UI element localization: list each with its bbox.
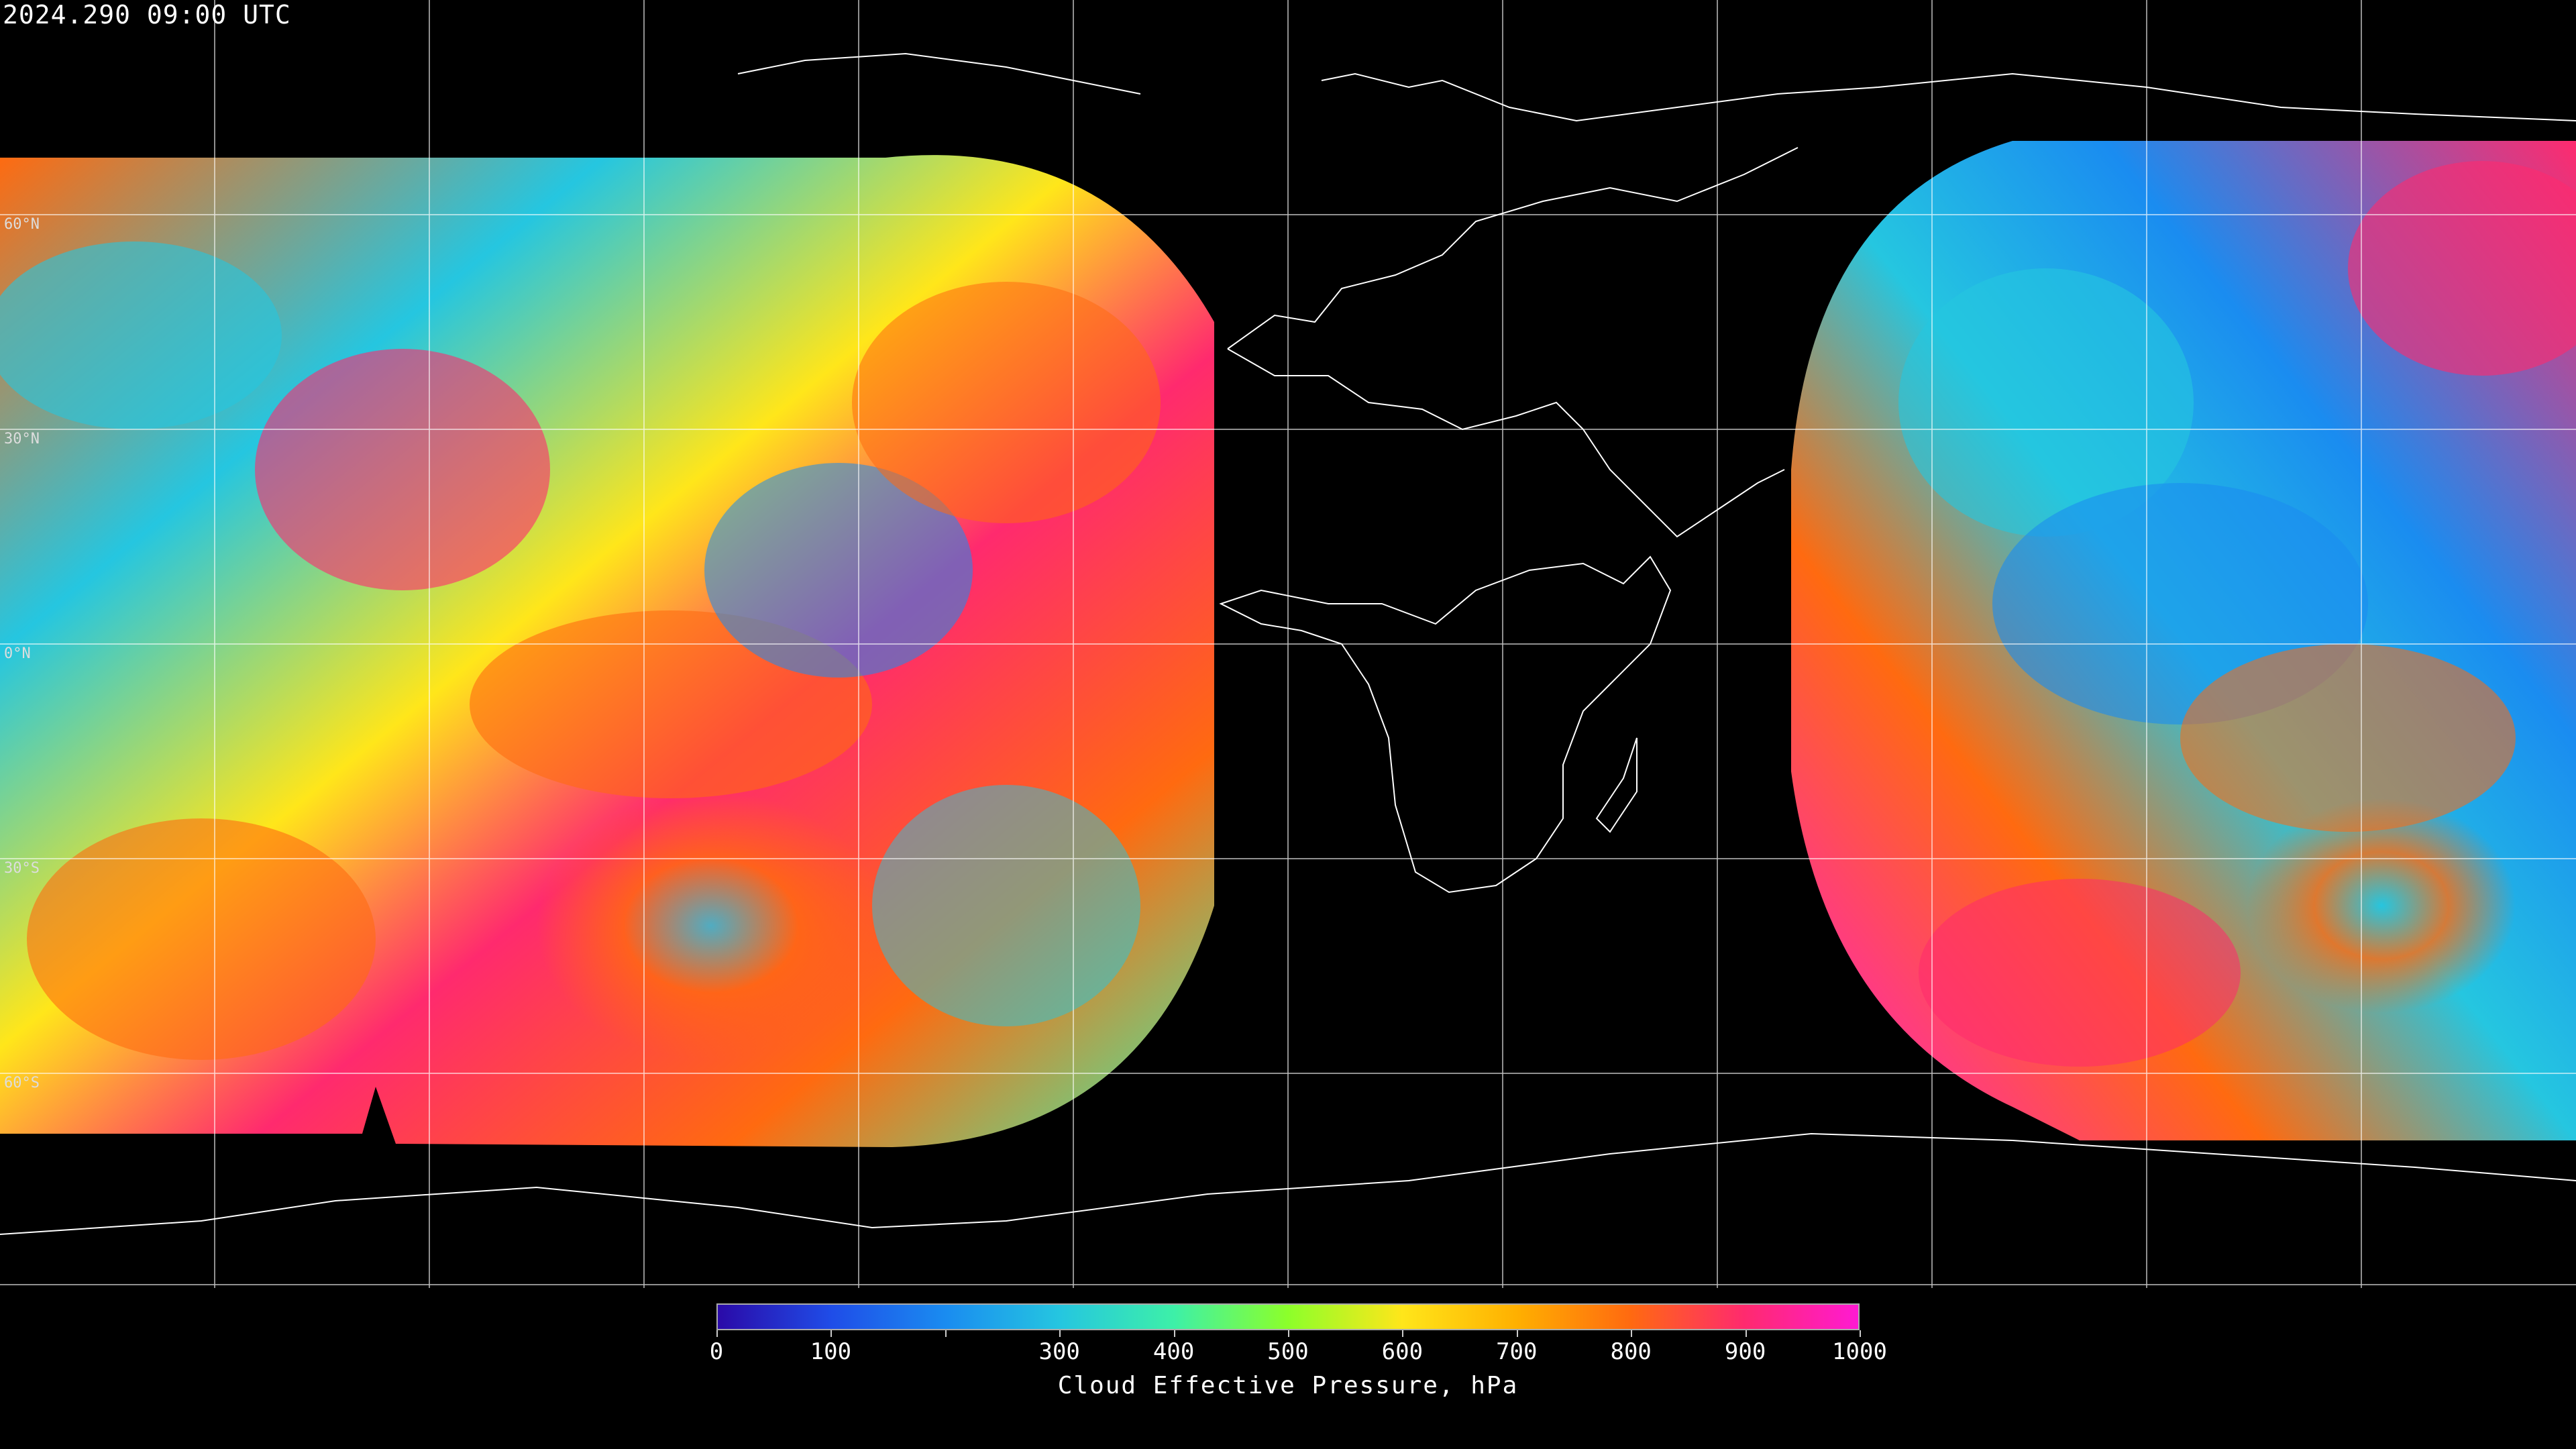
colorbar-tick-label: 100	[810, 1338, 852, 1365]
lat-label-30n: 30°N	[4, 431, 40, 447]
graticule	[0, 0, 2576, 1288]
world-map	[0, 0, 2576, 1288]
colorbar-tick-label: 900	[1724, 1338, 1766, 1365]
lat-label-60s: 60°S	[4, 1075, 40, 1091]
colorbar-tick-mark	[1173, 1330, 1175, 1337]
colorbar-tick-mark	[1059, 1330, 1061, 1337]
colorbar-tick-label: 400	[1152, 1338, 1195, 1365]
lat-label-0n: 0°N	[4, 645, 31, 662]
east-disk	[1791, 141, 2576, 1140]
colorbar-ticks: 0 100 300 400 500 600 700 800 900 1000	[710, 1330, 1887, 1368]
colorbar-tick-mark	[830, 1330, 833, 1337]
lat-label-60n: 60°N	[4, 216, 40, 233]
colorbar-tick-label: 700	[1496, 1338, 1538, 1365]
colorbar-tick-mark	[1631, 1330, 1633, 1337]
west-disk	[0, 155, 1214, 1148]
colorbar-tick-label: 0	[709, 1338, 724, 1365]
colorbar-tick-mark	[945, 1330, 947, 1337]
colorbar-tick-mark	[716, 1330, 718, 1337]
coastlines	[0, 52, 2576, 1235]
colorbar-tick-label: 1000	[1832, 1338, 1887, 1365]
timestamp-label: 2024.290 09:00 UTC	[3, 0, 291, 30]
colorbar-tick-label: 500	[1267, 1338, 1309, 1365]
colorbar-tick-label: 600	[1381, 1338, 1424, 1365]
lat-label-30s: 30°S	[4, 860, 40, 877]
colorbar-tick-mark	[1402, 1330, 1404, 1337]
colorbar-tick-label: 300	[1038, 1338, 1080, 1365]
colorbar-tick-mark	[1860, 1330, 1861, 1337]
colorbar-tick-mark	[1516, 1330, 1518, 1337]
colorbar-gradient	[716, 1303, 1860, 1330]
colorbar-tick-mark	[1288, 1330, 1289, 1337]
colorbar-tick-label: 800	[1610, 1338, 1652, 1365]
colorbar-tick-mark	[1745, 1330, 1747, 1337]
colorbar-legend: 0 100 300 400 500 600 700 800 900 1000	[710, 1303, 1887, 1368]
colorbar-title: Cloud Effective Pressure, hPa	[1057, 1372, 1519, 1399]
